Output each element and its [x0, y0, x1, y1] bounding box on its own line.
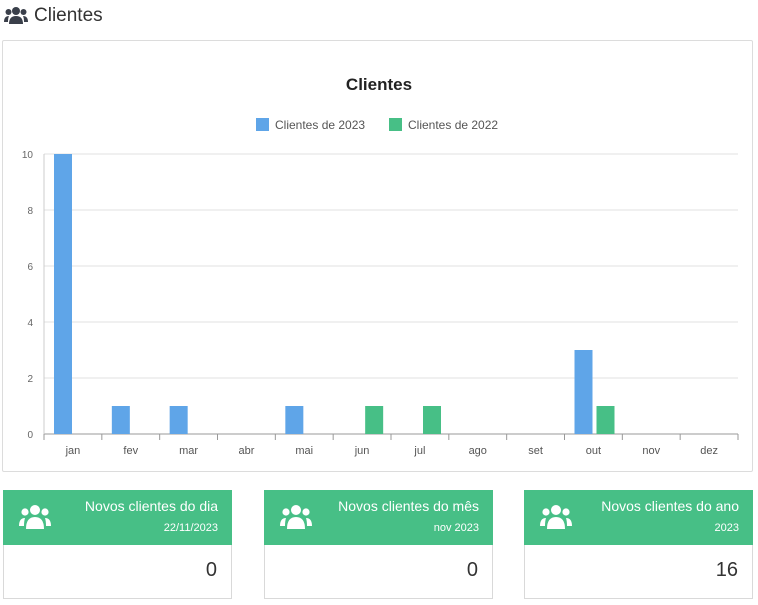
stat-title: Novos clientes do dia	[84, 498, 218, 514]
y-tick-label: 8	[27, 206, 33, 217]
stat-card-header: Novos clientes do dia 22/11/2023	[3, 490, 232, 545]
legend-label: Clientes de 2022	[408, 118, 498, 132]
page-header: Clientes	[4, 5, 103, 27]
bar	[423, 406, 441, 434]
stat-card-body: 0	[3, 545, 232, 599]
x-tick-label: fev	[123, 445, 138, 457]
stat-subtitle: 2023	[714, 522, 739, 534]
stat-title: Novos clientes do ano	[601, 498, 739, 514]
bar	[596, 406, 615, 434]
bar	[111, 406, 130, 434]
y-tick-label: 4	[27, 318, 33, 329]
stat-subtitle: nov 2023	[433, 522, 479, 534]
clients-chart: Clientes Clientes de 2023 Clientes de 2022…	[22, 75, 739, 457]
users-icon	[540, 505, 572, 529]
stat-title: Novos clientes do mês	[338, 498, 479, 514]
users-icon	[280, 505, 312, 529]
users-icon	[19, 505, 51, 529]
stat-card-day: Novos clientes do dia 22/11/2023 0	[3, 490, 232, 599]
stat-value: 0	[205, 559, 217, 581]
page-title: Clientes	[34, 5, 103, 26]
stat-subtitle: 22/11/2023	[163, 522, 218, 534]
stat-value: 0	[466, 559, 478, 581]
bar	[54, 154, 72, 434]
x-tick-label: mar	[179, 445, 198, 457]
stat-card-header: Novos clientes do mês nov 2023	[264, 490, 493, 545]
stat-card-body: 16	[524, 545, 753, 599]
stat-card-month: Novos clientes do mês nov 2023 0	[264, 490, 493, 599]
bar	[285, 406, 304, 434]
bar	[365, 406, 384, 434]
bar	[169, 406, 188, 434]
chart-card: Clientes Clientes de 2023 Clientes de 2022…	[2, 40, 753, 472]
y-tick-label: 2	[27, 374, 33, 385]
legend-label: Clientes de 2023	[275, 118, 365, 132]
stat-value: 16	[715, 559, 738, 581]
y-tick-label: 6	[27, 262, 33, 273]
x-tick-label: out	[586, 445, 601, 457]
x-tick-label: nov	[642, 445, 660, 457]
x-tick-label: jan	[65, 445, 81, 457]
x-tick-label: set	[528, 445, 543, 457]
y-tick-label: 10	[22, 150, 34, 161]
x-tick-label: dez	[700, 445, 718, 457]
y-tick-label: 0	[27, 430, 33, 441]
chart-title: Clientes	[346, 75, 412, 94]
legend-swatch	[256, 118, 269, 131]
x-tick-label: jul	[413, 445, 425, 457]
x-tick-label: abr	[238, 445, 254, 457]
x-tick-label: jun	[354, 445, 370, 457]
stat-card-year: Novos clientes do ano 2023 16	[524, 490, 753, 599]
legend-swatch	[389, 118, 402, 131]
x-tick-label: ago	[469, 445, 487, 457]
stat-card-header: Novos clientes do ano 2023	[524, 490, 753, 545]
x-tick-label: mai	[295, 445, 313, 457]
users-icon	[4, 7, 28, 24]
stat-card-body: 0	[264, 545, 493, 599]
bar	[574, 350, 593, 434]
